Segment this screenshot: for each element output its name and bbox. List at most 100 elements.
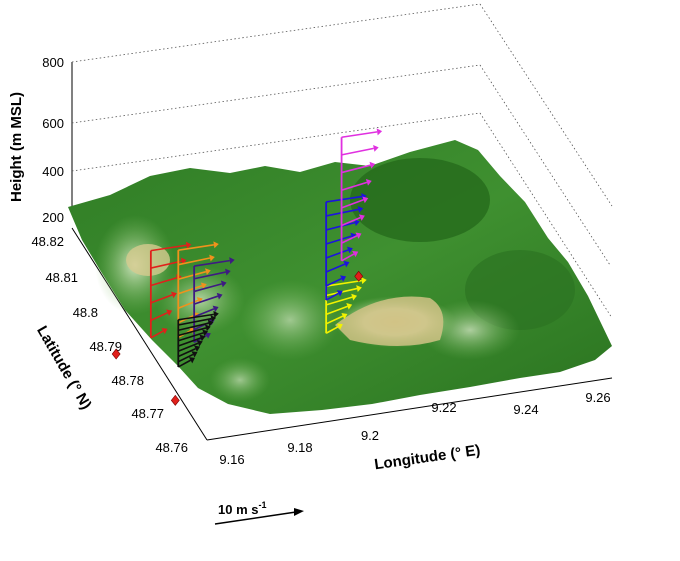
y-tick-label: 48.77	[131, 406, 164, 421]
wind-vector	[325, 296, 353, 306]
wind-vector	[177, 342, 199, 352]
wind-vector-head	[361, 277, 367, 285]
x-ticks: 9.16 9.18 9.2 9.22 9.24 9.26	[219, 390, 610, 467]
wind-vector	[341, 253, 355, 262]
wind-vector	[325, 235, 352, 245]
wind-vector	[178, 317, 212, 326]
wind-profiles	[149, 128, 383, 368]
y-tick-label: 48.78	[111, 373, 144, 388]
wind-vector-head	[216, 292, 223, 300]
wind-vector-head	[351, 293, 357, 301]
wind-vector	[178, 327, 207, 337]
wind-vector-head	[209, 254, 215, 262]
y-axis-label: Latitude (° N)	[33, 323, 94, 412]
wind-vector-head	[352, 251, 359, 258]
wind-vector-head	[343, 260, 350, 268]
wind-vector	[177, 348, 196, 358]
wind-vector-head	[210, 315, 217, 323]
y-ticks: 48.82 48.81 48.8 48.79 48.78 48.77 48.76	[31, 234, 188, 455]
wind-vector-head	[346, 303, 353, 310]
wind-vector	[341, 234, 358, 244]
wind-vector-head	[213, 310, 219, 318]
wind-vector	[150, 330, 164, 339]
x-tick-label: 9.26	[585, 390, 610, 405]
wind-vector-head	[354, 219, 360, 226]
wind-vector-head	[362, 196, 369, 204]
wind-vector-head	[212, 305, 219, 313]
z-tick-label: 800	[42, 55, 64, 70]
site-marker	[354, 270, 364, 282]
wind-vector-head	[166, 309, 173, 316]
scale-arrow-label: 10 m s-1	[218, 500, 267, 517]
grid-line	[71, 112, 481, 172]
wind-vector-head	[355, 232, 362, 239]
wind-vector	[178, 257, 211, 266]
terrain-surface	[68, 140, 612, 414]
wind-vector	[177, 353, 194, 363]
z-ticks: 800 600 400 200	[42, 55, 64, 225]
wind-vector	[150, 260, 182, 269]
x-tick-label: 9.22	[431, 400, 456, 415]
z-tick-label: 600	[42, 116, 64, 131]
wind-profile	[149, 241, 192, 339]
wind-vector	[178, 337, 201, 347]
wind-vector	[325, 249, 349, 259]
scale-arrow-head	[294, 508, 304, 516]
wind-vector-head	[194, 345, 201, 352]
wind-vector	[325, 325, 339, 334]
wind-profile	[340, 128, 383, 262]
wind-vector	[325, 263, 346, 273]
site-marker	[170, 394, 180, 406]
wind-vector-head	[361, 193, 367, 200]
wind-vector	[341, 216, 361, 227]
wind-vector-head	[213, 241, 219, 249]
x-axis-line	[206, 377, 613, 441]
wind-profile	[193, 257, 235, 344]
wind-vector-head	[373, 144, 379, 152]
site-marker	[111, 348, 121, 360]
wind-vector-head	[200, 282, 207, 290]
wind-vector-head	[358, 214, 365, 221]
x-tick-label: 9.2	[361, 428, 379, 443]
wind-vector-head	[369, 161, 376, 169]
wind-vector-head	[365, 178, 372, 186]
y-tick-label: 48.76	[155, 440, 188, 455]
wind-vector-head	[188, 357, 195, 364]
y-axis-line	[71, 227, 208, 441]
wind-vector	[325, 292, 339, 301]
wind-vector-head	[336, 323, 343, 330]
wind-vector	[178, 322, 209, 332]
z-tick-label: 200	[42, 210, 64, 225]
wind-vector-head	[341, 312, 348, 320]
z-axis-label: Height (m MSL)	[8, 92, 25, 202]
x-tick-label: 9.16	[219, 452, 244, 467]
wind-vector-head	[350, 232, 357, 240]
wind-vector-head	[336, 290, 343, 297]
wind-vector	[341, 199, 364, 209]
wind-vector	[326, 195, 362, 203]
valley-floor	[335, 296, 444, 346]
terrain-hill	[350, 158, 490, 242]
wind-vector	[178, 332, 204, 342]
wind-vector-head	[204, 332, 211, 339]
wind-vector-head	[357, 205, 364, 213]
terrain-slope	[240, 280, 340, 360]
wind-vector	[341, 147, 374, 156]
scale-arrow-line	[214, 511, 297, 525]
scale-arrow: 10 m s-1	[214, 500, 304, 525]
wind-vector-head	[170, 291, 177, 299]
y-tick-label: 48.82	[31, 234, 64, 249]
wind-vector-head	[180, 257, 187, 265]
wind-vector	[326, 279, 362, 287]
wind-vector	[150, 311, 168, 322]
wind-vector	[178, 285, 203, 295]
y-tick-label: 48.79	[89, 339, 122, 354]
wind-vector-head	[202, 329, 209, 337]
wind-vector-head	[356, 285, 362, 292]
wind-vector	[193, 295, 219, 305]
wind-vector-head	[185, 241, 192, 249]
wind-vector	[325, 277, 342, 287]
grid-line	[479, 112, 613, 319]
grid-line	[479, 3, 613, 207]
wind-vector-head	[191, 351, 198, 358]
